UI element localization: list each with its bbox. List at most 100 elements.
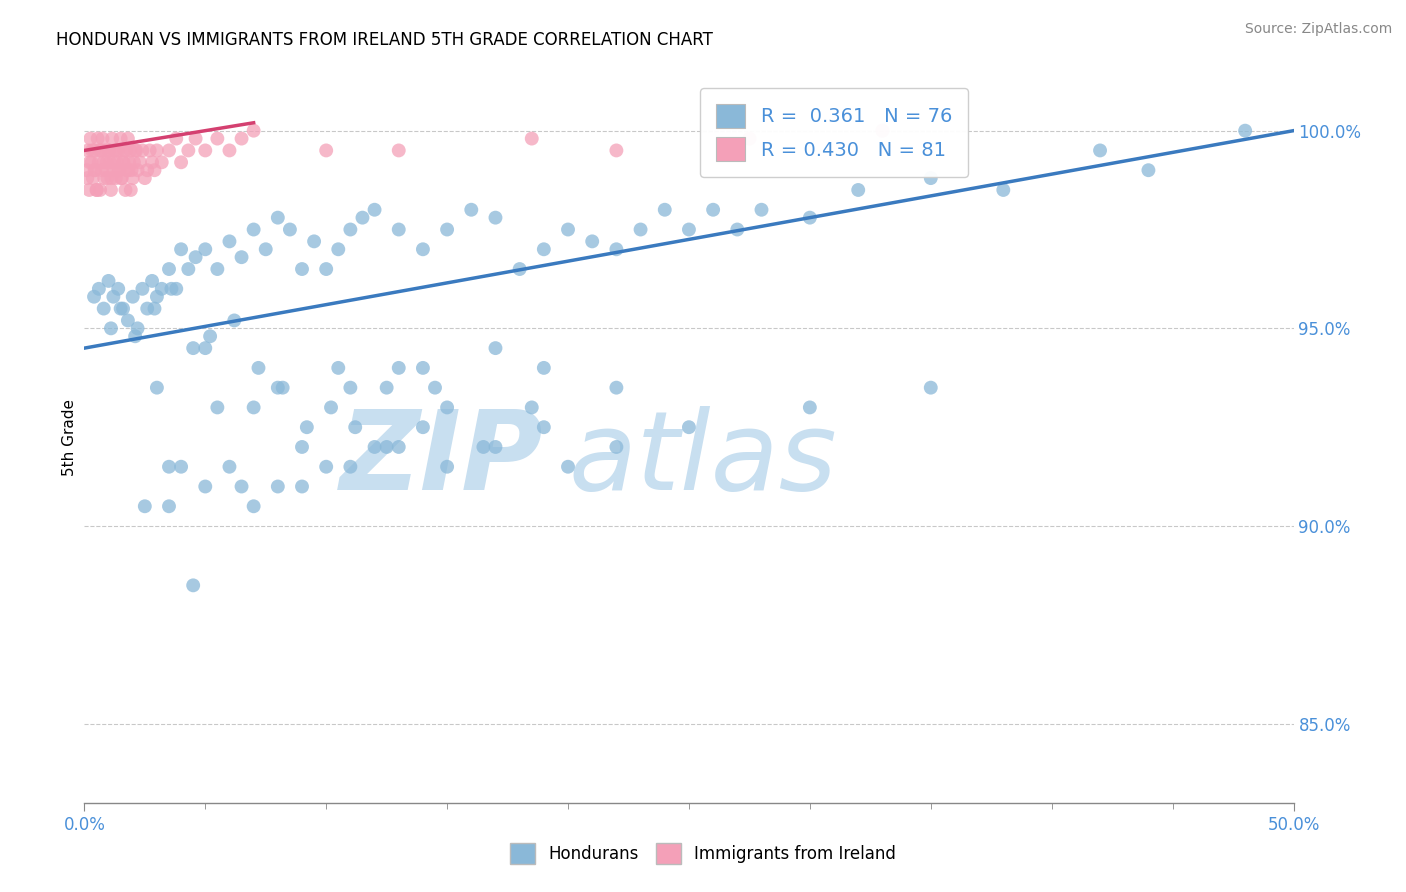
Point [89, 144, 111, 158]
Point [184, 250, 207, 264]
Point [125, 144, 148, 158]
Point [218, 459, 240, 474]
Point [157, 459, 180, 474]
Point [98, 144, 121, 158]
Point [96, 155, 118, 169]
Point [654, 202, 676, 217]
Point [157, 144, 180, 158]
Point [150, 282, 173, 296]
Point [557, 459, 579, 474]
Point [134, 500, 156, 514]
Legend: Hondurans, Immigrants from Ireland: Hondurans, Immigrants from Ireland [503, 837, 903, 871]
Point [115, 144, 138, 158]
Point [141, 274, 163, 288]
Point [82, 171, 104, 186]
Point [121, 171, 143, 186]
Point [93, 171, 115, 186]
Point [96, 171, 118, 186]
Point [678, 222, 700, 236]
Point [146, 381, 169, 395]
Point [165, 131, 187, 145]
Point [472, 440, 495, 454]
Point [165, 282, 187, 296]
Point [194, 242, 217, 256]
Point [112, 144, 135, 158]
Point [90, 144, 112, 158]
Point [339, 222, 361, 236]
Point [120, 144, 142, 158]
Point [170, 459, 193, 474]
Y-axis label: 5th Grade: 5th Grade [62, 399, 77, 475]
Point [127, 163, 149, 178]
Point [605, 440, 627, 454]
Point [107, 282, 129, 296]
Point [605, 144, 627, 158]
Point [124, 144, 146, 158]
Point [110, 301, 132, 316]
Point [207, 131, 229, 145]
Point [136, 163, 159, 178]
Point [533, 420, 555, 434]
Point [242, 123, 264, 137]
Point [920, 381, 942, 395]
Point [993, 183, 1015, 197]
Point [112, 155, 135, 169]
Point [605, 381, 627, 395]
Point [254, 242, 277, 256]
Point [83, 144, 105, 158]
Point [484, 440, 506, 454]
Point [231, 250, 253, 264]
Point [725, 222, 748, 236]
Point [79, 131, 101, 145]
Point [339, 381, 361, 395]
Point [271, 381, 294, 395]
Point [100, 321, 122, 335]
Point [207, 401, 229, 415]
Point [105, 155, 128, 169]
Point [121, 290, 143, 304]
Point [138, 144, 160, 158]
Point [83, 290, 105, 304]
Point [94, 163, 117, 178]
Point [291, 479, 314, 493]
Point [388, 360, 411, 375]
Point [80, 155, 103, 169]
Point [242, 500, 264, 514]
Point [363, 440, 385, 454]
Point [218, 144, 240, 158]
Point [605, 242, 627, 256]
Point [105, 144, 128, 158]
Point [460, 202, 482, 217]
Point [436, 401, 458, 415]
Point [100, 171, 122, 186]
Point [315, 144, 337, 158]
Point [412, 360, 434, 375]
Point [328, 360, 350, 375]
Point [412, 242, 434, 256]
Point [131, 144, 153, 158]
Point [110, 131, 132, 145]
Point [436, 222, 458, 236]
Point [533, 242, 555, 256]
Point [86, 131, 108, 145]
Point [104, 144, 127, 158]
Point [319, 401, 342, 415]
Point [920, 171, 942, 186]
Point [97, 274, 120, 288]
Point [77, 144, 100, 158]
Point [112, 155, 135, 169]
Point [177, 144, 200, 158]
Point [141, 155, 163, 169]
Point [114, 183, 136, 197]
Point [98, 155, 121, 169]
Point [157, 262, 180, 277]
Point [328, 242, 350, 256]
Point [267, 381, 290, 395]
Point [115, 163, 138, 178]
Point [83, 163, 105, 178]
Point [112, 301, 135, 316]
Point [157, 500, 180, 514]
Point [509, 262, 531, 277]
Point [738, 131, 761, 145]
Point [388, 222, 411, 236]
